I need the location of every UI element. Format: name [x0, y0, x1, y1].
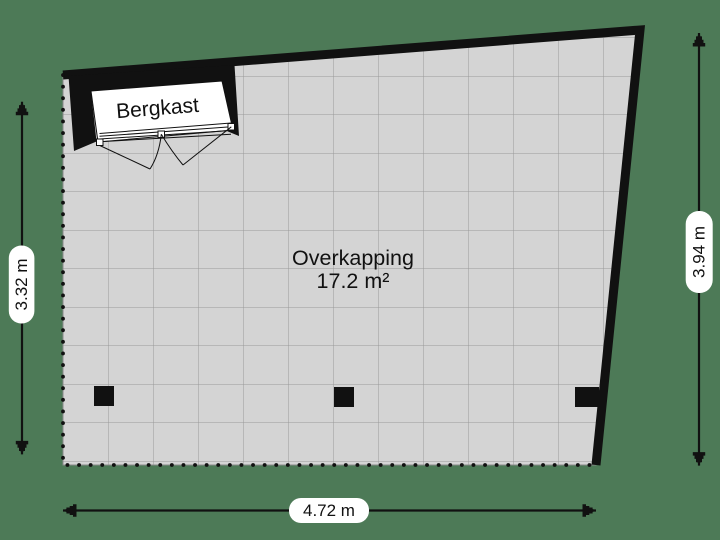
svg-text:Overkapping: Overkapping — [292, 246, 414, 270]
svg-text:4.72 m: 4.72 m — [303, 501, 355, 520]
svg-text:17.2 m²: 17.2 m² — [317, 269, 390, 293]
svg-text:3.94 m: 3.94 m — [690, 226, 709, 278]
svg-text:3.32 m: 3.32 m — [12, 259, 31, 311]
